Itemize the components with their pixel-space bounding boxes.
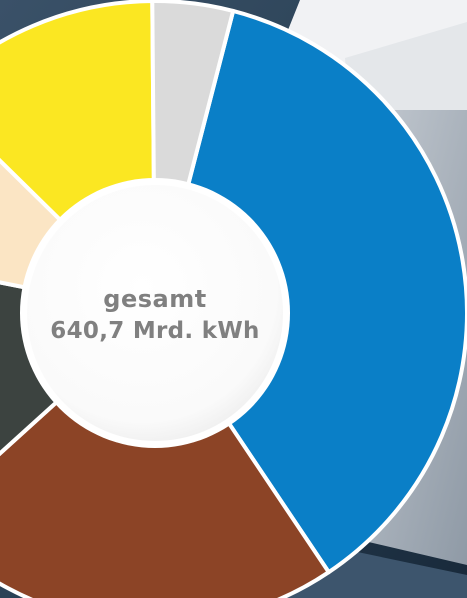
donut-hole [27, 185, 283, 441]
pie-slice-1 [153, 8, 467, 575]
